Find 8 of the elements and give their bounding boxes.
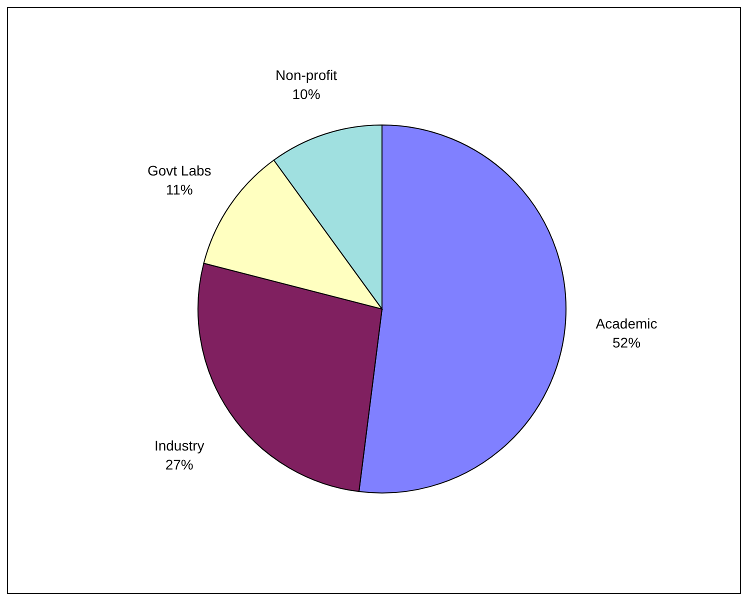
slice-label: Govt Labs [147, 162, 212, 178]
data-label: 11% [166, 181, 193, 198]
slice-label: Academic [596, 315, 658, 332]
data-label: 27% [165, 456, 194, 473]
slice-label: Industry [154, 438, 204, 454]
slice-label: Non-profit [276, 66, 338, 83]
data-label: 52% [612, 334, 641, 350]
data-label: 10% [292, 86, 320, 102]
